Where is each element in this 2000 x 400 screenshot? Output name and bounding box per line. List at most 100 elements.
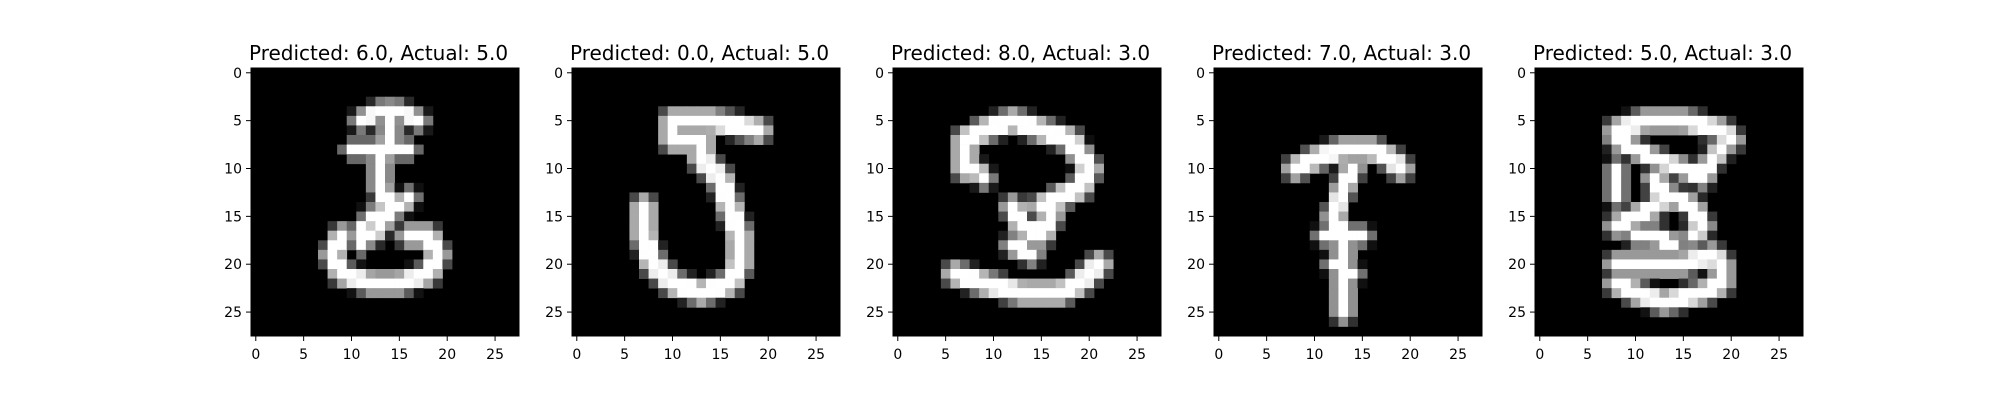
digit-pixel	[970, 183, 980, 193]
digit-pixel	[375, 288, 385, 298]
digit-pixel	[716, 116, 726, 126]
digit-pixel	[1717, 164, 1727, 174]
digit-pixel	[433, 279, 443, 289]
digit-pixel	[395, 116, 405, 126]
digit-pixel	[1726, 279, 1736, 289]
digit-pixel	[658, 279, 668, 289]
digit-pixel	[347, 116, 357, 126]
digit-pixel	[356, 154, 366, 164]
digit-pixel	[414, 279, 424, 289]
digit-pixel	[347, 279, 357, 289]
digit-pixel	[404, 259, 414, 269]
digit-pixel	[1310, 145, 1320, 155]
digit-pixel	[1669, 269, 1679, 279]
digit-pixel	[1396, 154, 1406, 164]
digit-pixel	[1377, 135, 1387, 145]
digit-pixel	[1640, 135, 1650, 145]
digit-pixel	[375, 202, 385, 212]
digit-pixel	[1612, 221, 1622, 231]
digit-pixel	[960, 279, 970, 289]
digit-pixel	[744, 125, 754, 135]
digit-pixel	[1027, 259, 1037, 269]
digit-pixel	[1396, 173, 1406, 183]
digit-pixel	[1669, 307, 1679, 317]
y-tick-label: 20	[545, 257, 563, 273]
digit-pixel	[1338, 269, 1348, 279]
digit-pixel	[385, 183, 395, 193]
y-tick-label: 15	[224, 209, 242, 225]
digit-pixel	[1707, 259, 1717, 269]
digit-pixel	[970, 145, 980, 155]
digit-pixel	[998, 106, 1008, 116]
digit-pixel	[1726, 116, 1736, 126]
digit-pixel	[1612, 192, 1622, 202]
digit-pixel	[1669, 164, 1679, 174]
x-tick-label: 0	[1214, 347, 1223, 363]
digit-pixel	[1017, 298, 1027, 308]
digit-pixel	[1602, 259, 1612, 269]
digit-pixel	[1008, 298, 1018, 308]
digit-pixel	[1659, 164, 1669, 174]
digit-pixel	[1659, 192, 1669, 202]
digit-pixel	[1056, 116, 1066, 126]
digit-pixel	[735, 125, 745, 135]
digit-pixel	[1338, 307, 1348, 317]
digit-pixel	[1669, 192, 1679, 202]
digit-pixel	[1017, 231, 1027, 241]
digit-pixel	[1698, 298, 1708, 308]
digit-pixel	[433, 269, 443, 279]
digit-pixel	[347, 288, 357, 298]
digit-pixel	[1631, 106, 1641, 116]
digit-pixel	[998, 250, 1008, 260]
digit-pixel	[744, 269, 754, 279]
digit-pixel	[1717, 279, 1727, 289]
digit-pixel	[356, 231, 366, 241]
digit-pixel	[1329, 288, 1339, 298]
digit-pixel	[1688, 259, 1698, 269]
digit-pixel	[1679, 288, 1689, 298]
digit-pixel	[318, 259, 328, 269]
digit-pixel	[1065, 202, 1075, 212]
digit-pixel	[1650, 279, 1660, 289]
digit-pixel	[1319, 221, 1329, 231]
x-tick-label: 0	[572, 347, 581, 363]
digit-pixel	[356, 135, 366, 145]
digit-pixel	[1669, 202, 1679, 212]
digit-pixel	[1027, 279, 1037, 289]
digit-pixel	[1650, 250, 1660, 260]
digit-pixel	[1310, 164, 1320, 174]
digit-pixel	[395, 135, 405, 145]
digit-pixel	[375, 173, 385, 183]
digit-pixel	[1348, 192, 1358, 202]
digit-pixel	[1377, 145, 1387, 155]
digit-pixel	[1065, 173, 1075, 183]
digit-pixel	[1631, 221, 1641, 231]
digit-pixel	[1659, 173, 1669, 183]
digit-pixel	[1358, 231, 1368, 241]
digit-pixel	[1310, 240, 1320, 250]
digit-pixel	[629, 240, 639, 250]
digit-pixel	[1679, 259, 1689, 269]
digit-pixel	[1659, 145, 1669, 155]
digit-pixel	[356, 116, 366, 126]
digit-pixel	[649, 192, 659, 202]
digit-pixel	[1717, 269, 1727, 279]
digit-pixel	[1075, 192, 1085, 202]
digit-pixel	[1065, 288, 1075, 298]
digit-pixel	[716, 125, 726, 135]
digit-pixel	[1065, 298, 1075, 308]
digit-pixel	[658, 259, 668, 269]
digit-pixel	[395, 221, 405, 231]
digit-pixel	[385, 97, 395, 107]
digit-pixel	[1310, 154, 1320, 164]
digit-pixel	[423, 279, 433, 289]
digit-pixel	[1017, 192, 1027, 202]
y-tick-label: 5	[233, 114, 242, 130]
digit-pixel	[1017, 135, 1027, 145]
digit-pixel	[1707, 135, 1717, 145]
digit-pixel	[1698, 173, 1708, 183]
digit-pixel	[735, 259, 745, 269]
digit-pixel	[385, 288, 395, 298]
digit-pixel	[1698, 259, 1708, 269]
digit-pixel	[404, 221, 414, 231]
